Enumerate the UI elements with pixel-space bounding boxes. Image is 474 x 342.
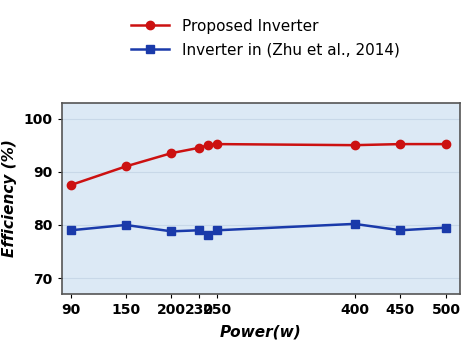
Proposed Inverter bbox=[352, 143, 357, 147]
Legend: Proposed Inverter, Inverter in (Zhu et al., 2014): Proposed Inverter, Inverter in (Zhu et a… bbox=[127, 14, 404, 62]
Y-axis label: Efficiency (%): Efficiency (%) bbox=[1, 140, 17, 257]
Line: Inverter in (Zhu et al., 2014): Inverter in (Zhu et al., 2014) bbox=[67, 220, 450, 239]
Line: Proposed Inverter: Proposed Inverter bbox=[67, 140, 450, 189]
Inverter in (Zhu et al., 2014) bbox=[397, 228, 403, 232]
Inverter in (Zhu et al., 2014) bbox=[205, 233, 211, 237]
Proposed Inverter bbox=[169, 151, 174, 155]
Proposed Inverter bbox=[123, 165, 128, 169]
Proposed Inverter bbox=[196, 146, 202, 150]
X-axis label: Power(w): Power(w) bbox=[220, 324, 301, 339]
Inverter in (Zhu et al., 2014) bbox=[169, 229, 174, 233]
Inverter in (Zhu et al., 2014) bbox=[352, 222, 357, 226]
Proposed Inverter bbox=[443, 142, 449, 146]
Proposed Inverter bbox=[214, 142, 220, 146]
Inverter in (Zhu et al., 2014) bbox=[214, 228, 220, 232]
Inverter in (Zhu et al., 2014) bbox=[68, 228, 73, 232]
Inverter in (Zhu et al., 2014) bbox=[123, 223, 128, 227]
Inverter in (Zhu et al., 2014) bbox=[196, 228, 202, 232]
Proposed Inverter bbox=[68, 183, 73, 187]
Proposed Inverter bbox=[397, 142, 403, 146]
Inverter in (Zhu et al., 2014) bbox=[443, 226, 449, 230]
Proposed Inverter bbox=[205, 143, 211, 147]
